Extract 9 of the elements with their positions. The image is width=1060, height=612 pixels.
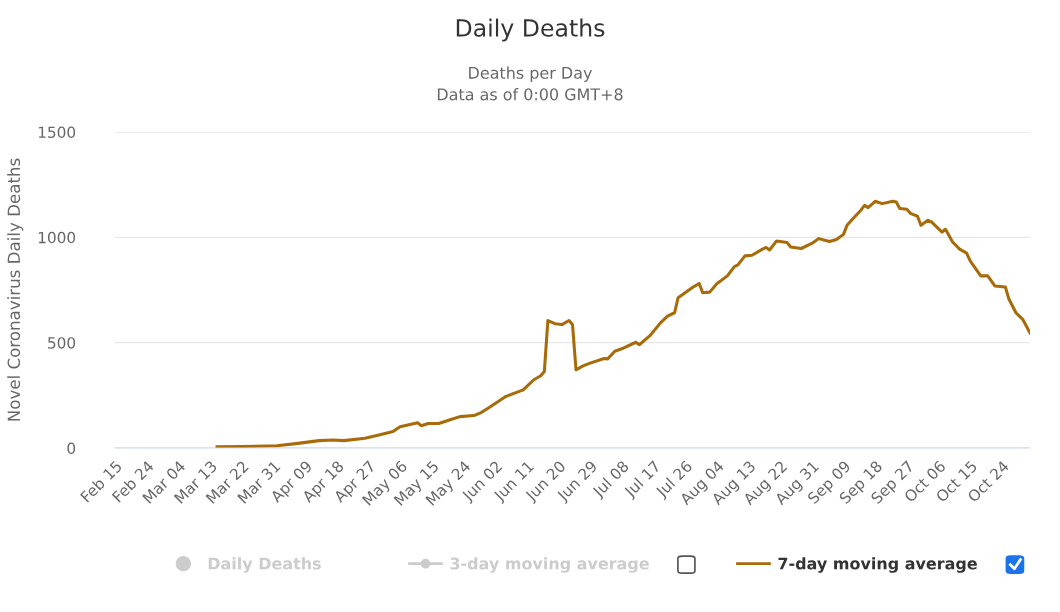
chart-title: Daily Deaths xyxy=(456,18,605,42)
legend-label: 7-day moving average xyxy=(778,557,977,573)
y-tick-label: 1500 xyxy=(38,126,76,139)
chart-subtitle: Deaths per Day Data as of 0:00 GMT+8 xyxy=(437,66,623,101)
y-axis-title: Novel Coronavirus Daily Deaths xyxy=(7,158,24,421)
line-series xyxy=(215,199,1030,448)
y-tick-label: 1000 xyxy=(38,231,76,244)
y-tick-label: 0 xyxy=(67,442,76,455)
y-tick-label: 500 xyxy=(48,337,76,349)
